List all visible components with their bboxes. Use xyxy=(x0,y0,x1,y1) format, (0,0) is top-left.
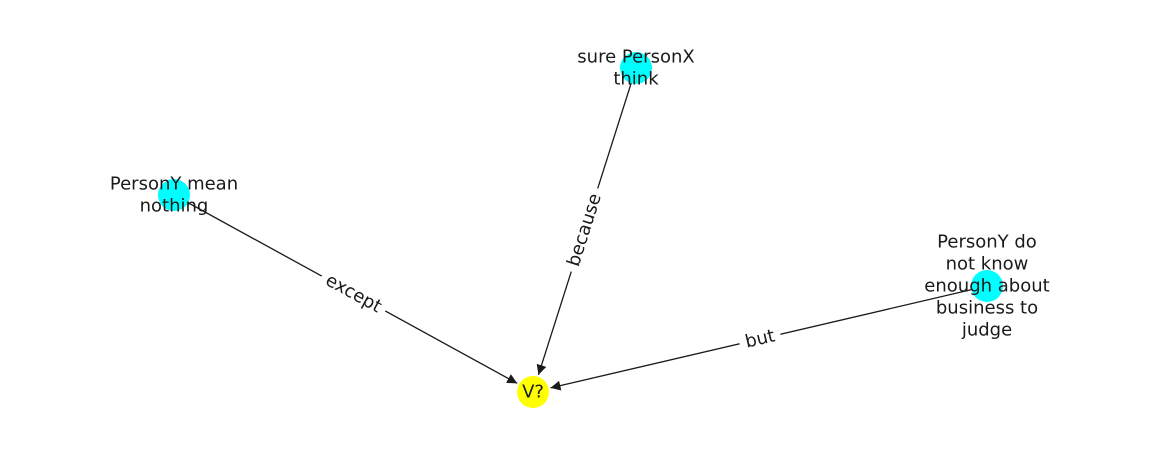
node-label-line: enough about xyxy=(924,276,1049,297)
edge-label-background xyxy=(736,322,784,356)
node-label-line: business to xyxy=(936,298,1038,319)
labels-layer: except because but xyxy=(315,184,784,356)
node-label-persony-mean-nothing: PersonY mean nothing xyxy=(110,174,238,217)
node-label-line: V? xyxy=(522,382,544,403)
node-label-line: judge xyxy=(961,320,1012,341)
edge-label-because: because xyxy=(563,191,606,269)
node-label-line: think xyxy=(613,69,659,90)
node-label-line: PersonY do xyxy=(937,232,1037,253)
node-label-line: sure PersonX xyxy=(577,47,694,68)
node-label-sure-personx-think: sure PersonX think xyxy=(577,47,694,90)
node-sure-personx-think xyxy=(620,52,652,84)
edge-label-background xyxy=(559,184,610,276)
node-persony-mean-nothing xyxy=(158,179,190,211)
node-target xyxy=(517,376,549,408)
node-label-line: not know xyxy=(946,254,1029,275)
node-label-persony-do-not-know: PersonY do not know enough about business t… xyxy=(924,232,1049,341)
node-persony-do-not-know xyxy=(971,270,1003,302)
node-label-line: nothing xyxy=(140,196,209,217)
edge-label-background xyxy=(315,265,392,322)
edge-label-group-because: because xyxy=(559,184,610,276)
node-label-target: V? xyxy=(522,382,544,403)
node-label-line: PersonY mean xyxy=(110,174,238,195)
edge-label-group-but: but xyxy=(736,322,784,356)
edge-label-group-except: except xyxy=(315,265,392,322)
